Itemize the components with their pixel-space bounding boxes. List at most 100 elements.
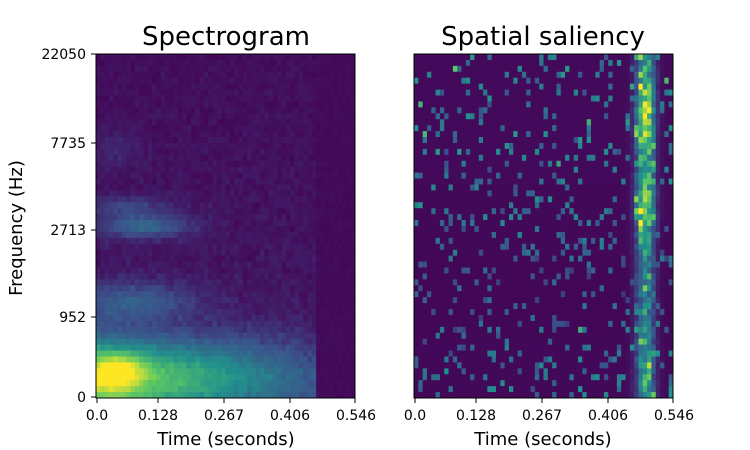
heatmap-cell — [212, 344, 218, 352]
heatmap-cell — [203, 54, 209, 61]
heatmap-cell — [242, 202, 248, 209]
heatmap-cell — [255, 249, 261, 257]
heatmap-cell — [547, 137, 553, 144]
heatmap-cell — [281, 65, 287, 73]
heatmap-cell — [534, 77, 540, 85]
heatmap-cell — [307, 226, 313, 233]
heatmap-cell — [165, 202, 170, 209]
heatmap-cell — [565, 137, 570, 144]
heatmap-cell — [655, 148, 661, 156]
heatmap-cell — [303, 113, 309, 120]
heatmap-cell — [242, 148, 248, 156]
heatmap-cell — [139, 303, 144, 310]
heatmap-cell — [534, 131, 540, 138]
heatmap-cell — [634, 131, 639, 138]
heatmap-cell — [117, 291, 123, 298]
heatmap-cell — [647, 142, 652, 150]
heatmap-cell — [337, 309, 343, 316]
heatmap-cell — [496, 101, 501, 108]
heatmap-cell — [186, 125, 192, 132]
heatmap-cell — [461, 190, 467, 197]
heatmap-cell — [264, 59, 270, 67]
ytick-label: 0 — [77, 390, 86, 406]
heatmap-cell — [208, 285, 214, 292]
heatmap-cell — [251, 131, 257, 138]
heatmap-cell — [260, 125, 265, 132]
heatmap-cell — [329, 231, 334, 239]
heatmap-cell — [117, 326, 123, 334]
heatmap-cell — [534, 190, 540, 197]
heatmap-cell — [311, 77, 317, 85]
heatmap-cell — [203, 196, 209, 203]
heatmap-cell — [247, 113, 252, 120]
heatmap-cell — [281, 350, 287, 357]
heatmap-cell — [234, 368, 239, 375]
heatmap-cell — [212, 297, 218, 304]
heatmap-cell — [255, 59, 261, 67]
heatmap-cell — [603, 148, 609, 156]
heatmap-cell — [582, 178, 588, 185]
heatmap-cell — [556, 154, 562, 162]
heatmap-cell — [186, 314, 192, 322]
heatmap-cell — [513, 113, 519, 120]
heatmap-cell — [260, 101, 265, 108]
heatmap-cell — [612, 142, 618, 150]
heatmap-cell — [316, 380, 321, 387]
heatmap-cell — [346, 131, 352, 138]
heatmap-cell — [268, 261, 274, 269]
heatmap-cell — [117, 273, 123, 280]
heatmap-cell — [96, 178, 101, 185]
heatmap-cell — [337, 113, 343, 120]
heatmap-cell — [521, 71, 527, 79]
heatmap-cell — [152, 243, 157, 251]
heatmap-cell — [307, 172, 313, 180]
heatmap-cell — [285, 196, 291, 203]
heatmap-cell — [470, 59, 475, 67]
heatmap-cell — [117, 137, 123, 144]
heatmap-cell — [324, 89, 330, 97]
heatmap-cell — [625, 59, 631, 67]
heatmap-cell — [298, 392, 304, 399]
heatmap-cell — [108, 190, 114, 197]
heatmap-cell — [203, 380, 209, 387]
heatmap-cell — [268, 374, 274, 381]
heatmap-cell — [195, 255, 201, 263]
heatmap-cell — [156, 350, 162, 357]
heatmap-cell — [294, 95, 300, 102]
heatmap-cell — [260, 160, 265, 168]
heatmap-cell — [414, 190, 419, 197]
heatmap-cell — [629, 142, 635, 150]
heatmap-cell — [311, 309, 317, 316]
heatmap-cell — [281, 344, 287, 352]
heatmap-cell — [337, 255, 343, 263]
heatmap-cell — [320, 119, 326, 126]
heatmap-cell — [160, 285, 166, 292]
heatmap-cell — [298, 231, 304, 239]
heatmap-cell — [625, 184, 631, 191]
heatmap-cell — [346, 285, 352, 292]
heatmap-cell — [517, 89, 523, 97]
heatmap-cell — [329, 125, 334, 132]
heatmap-cell — [139, 172, 144, 180]
heatmap-cell — [212, 154, 218, 162]
heatmap-cell — [431, 83, 437, 91]
heatmap-cell — [556, 148, 562, 156]
heatmap-cell — [173, 59, 179, 67]
heatmap-cell — [199, 344, 205, 352]
heatmap-cell — [668, 160, 674, 168]
heatmap-cell — [586, 166, 592, 174]
heatmap-cell — [298, 113, 304, 120]
heatmap-cell — [178, 231, 183, 239]
heatmap-cell — [277, 249, 283, 257]
heatmap-cell — [307, 338, 313, 346]
heatmap-cell — [104, 314, 110, 322]
heatmap-cell — [487, 148, 493, 156]
heatmap-cell — [212, 172, 218, 180]
heatmap-cell — [165, 54, 170, 61]
heatmap-cell — [251, 249, 257, 257]
heatmap-cell — [113, 356, 119, 363]
heatmap-cell — [199, 160, 205, 168]
heatmap-cell — [316, 273, 321, 280]
heatmap-cell — [324, 101, 330, 108]
heatmap-cell — [337, 184, 343, 191]
